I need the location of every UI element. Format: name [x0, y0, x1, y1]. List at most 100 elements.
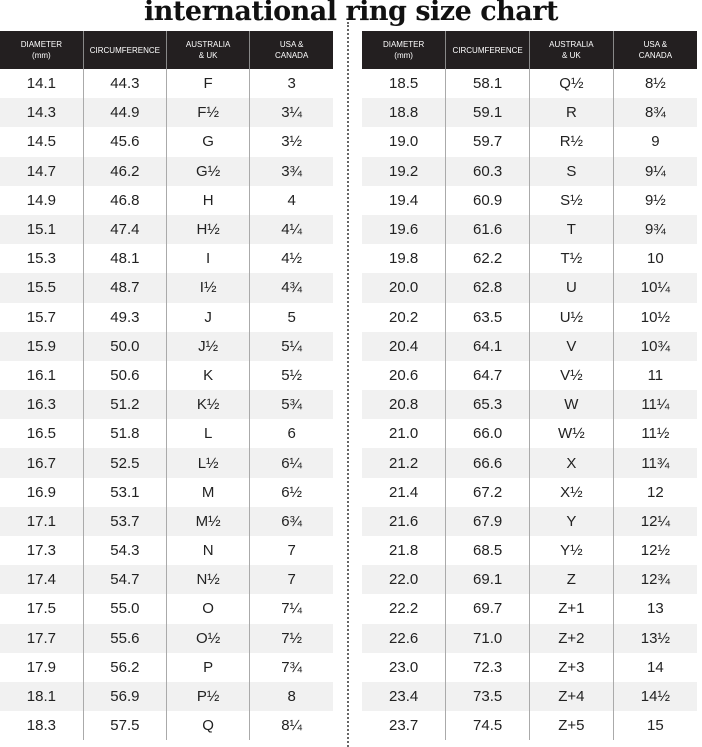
- cell-usa-canada: 4¼: [249, 214, 333, 245]
- cell-usa-canada: 10½: [612, 302, 697, 332]
- header-circumference: CIRCUMFERENCE: [445, 31, 530, 69]
- cell-australia-uk: Z: [529, 565, 614, 595]
- cell-australia-uk: Q: [165, 711, 250, 741]
- cell-circumference: 60.9: [445, 185, 530, 215]
- cell-australia-uk: U½: [529, 302, 614, 332]
- cell-usa-canada: 8¾: [612, 98, 697, 128]
- cell-usa-canada: 11¼: [612, 390, 697, 420]
- cell-australia-uk: L½: [165, 448, 250, 478]
- cell-circumference: 49.3: [82, 302, 167, 332]
- cell-diameter: 16.1: [26, 366, 56, 384]
- cell-circumference: 73.5: [445, 681, 530, 712]
- cell-australia-uk: V½: [529, 360, 614, 391]
- header-circumference: CIRCUMFERENCE: [82, 31, 167, 69]
- table-row: 16.1 50.6 K 5½: [0, 360, 333, 391]
- table-row: 17.1 53.7 M½ 6¾: [0, 506, 333, 536]
- cell-usa-canada: 11½: [612, 419, 697, 449]
- cell-circumference: 68.5: [445, 536, 530, 566]
- cell-australia-uk: O: [165, 594, 250, 624]
- cell-diameter: 20.2: [389, 308, 419, 326]
- header-australia-uk: AUSTRALIA & UK: [529, 31, 614, 69]
- cell-australia-uk: J: [165, 302, 250, 332]
- cell-diameter: 14.3: [0, 98, 84, 128]
- table-row: 16.9 53.1 M 6½: [0, 477, 333, 507]
- cell-australia-uk: Z+4: [529, 681, 614, 712]
- table-row: 18.3 57.5 Q 8¼: [0, 711, 333, 741]
- cell-diameter: 18.5: [389, 75, 419, 93]
- cell-usa-canada: 14½: [612, 681, 697, 712]
- cell-australia-uk: P: [165, 652, 250, 682]
- table-row: 17.5 55.0 O 7¼: [0, 594, 333, 624]
- cell-usa-canada: 5: [249, 302, 333, 332]
- cell-circumference: 65.3: [445, 390, 530, 420]
- cell-circumference: 57.5: [82, 711, 167, 741]
- cell-diameter: 16.7: [0, 448, 84, 478]
- cell-diameter: 20.0: [362, 273, 446, 303]
- table-row: 19.4 60.9 S½ 9½: [362, 185, 697, 215]
- cell-circumference: 61.6: [445, 214, 530, 245]
- cell-circumference: 69.1: [445, 565, 530, 595]
- cell-australia-uk: Z+3: [529, 652, 614, 682]
- ring-size-table-right: DIAMETER (mm) CIRCUMFERENCE AUSTRALIA & UK US…: [362, 31, 697, 741]
- page-title: international ring size chart: [144, 0, 558, 27]
- cell-usa-canada: 5¾: [249, 390, 333, 420]
- cell-diameter: 17.5: [26, 600, 56, 618]
- cell-diameter: 17.3: [26, 542, 56, 560]
- cell-usa-canada: 13½: [612, 623, 697, 653]
- cell-usa-canada: 4¾: [249, 273, 333, 303]
- table-row: 20.6 64.7 V½ 11: [362, 360, 697, 391]
- cell-australia-uk: N: [165, 536, 250, 566]
- cell-usa-canada: 6¼: [249, 448, 333, 478]
- table-row: 18.1 56.9 P½ 8: [0, 681, 333, 712]
- cell-diameter: 16.5: [26, 425, 56, 443]
- cell-diameter: 22.0: [362, 565, 446, 595]
- cell-australia-uk: Q½: [529, 69, 614, 99]
- cell-diameter: 17.9: [26, 658, 56, 676]
- cell-diameter: 20.8: [362, 390, 446, 420]
- cell-diameter: 15.1: [0, 214, 84, 245]
- cell-australia-uk: Z+1: [529, 594, 614, 624]
- cell-diameter: 19.0: [389, 133, 419, 151]
- table-row: 14.1 44.3 F 3: [0, 69, 333, 99]
- cell-circumference: 58.1: [445, 69, 530, 99]
- table-row: 16.3 51.2 K½ 5¾: [0, 390, 333, 420]
- table-row: 17.3 54.3 N 7: [0, 536, 333, 566]
- table-row: 20.8 65.3 W 11¼: [362, 390, 697, 420]
- cell-diameter: 20.4: [362, 331, 446, 361]
- cell-circumference: 50.0: [82, 331, 167, 361]
- cell-australia-uk: Y: [529, 506, 614, 536]
- table-row: 14.9 46.8 H 4: [0, 185, 333, 215]
- cell-diameter: 18.8: [362, 98, 446, 128]
- cell-usa-canada: 12: [612, 477, 697, 507]
- cell-australia-uk: W½: [529, 419, 614, 449]
- cell-diameter: 22.2: [389, 600, 419, 618]
- table-row: 21.6 67.9 Y 12¼: [362, 506, 697, 536]
- cell-usa-canada: 6: [249, 419, 333, 449]
- cell-usa-canada: 4: [249, 185, 333, 215]
- table-row: 14.5 45.6 G 3½: [0, 127, 333, 157]
- cell-usa-canada: 10¼: [612, 273, 697, 303]
- cell-usa-canada: 7: [249, 565, 333, 595]
- cell-usa-canada: 9¾: [612, 214, 697, 245]
- dotted-divider: [347, 22, 349, 747]
- table-row: 23.4 73.5 Z+4 14½: [362, 681, 697, 712]
- cell-circumference: 48.1: [82, 244, 167, 274]
- cell-diameter: 17.1: [0, 506, 84, 536]
- cell-diameter: 21.2: [362, 448, 446, 478]
- cell-diameter: 23.4: [362, 681, 446, 712]
- cell-circumference: 71.0: [445, 623, 530, 653]
- table-row: 16.5 51.8 L 6: [0, 419, 333, 449]
- cell-circumference: 56.2: [82, 652, 167, 682]
- cell-circumference: 59.7: [445, 127, 530, 157]
- cell-circumference: 60.3: [445, 156, 530, 186]
- cell-circumference: 52.5: [82, 448, 167, 478]
- cell-circumference: 55.6: [82, 623, 167, 653]
- ring-size-table-left: DIAMETER (mm) CIRCUMFERENCE AUSTRALIA & UK US…: [0, 31, 333, 741]
- cell-australia-uk: K: [165, 360, 250, 391]
- table-row: 17.4 54.7 N½ 7: [0, 565, 333, 595]
- cell-australia-uk: F½: [165, 98, 250, 128]
- table-row: 20.0 62.8 U 10¼: [362, 273, 697, 303]
- cell-diameter: 21.8: [389, 542, 419, 560]
- table-row: 15.5 48.7 I½ 4¾: [0, 273, 333, 303]
- cell-diameter: 23.7: [389, 717, 419, 735]
